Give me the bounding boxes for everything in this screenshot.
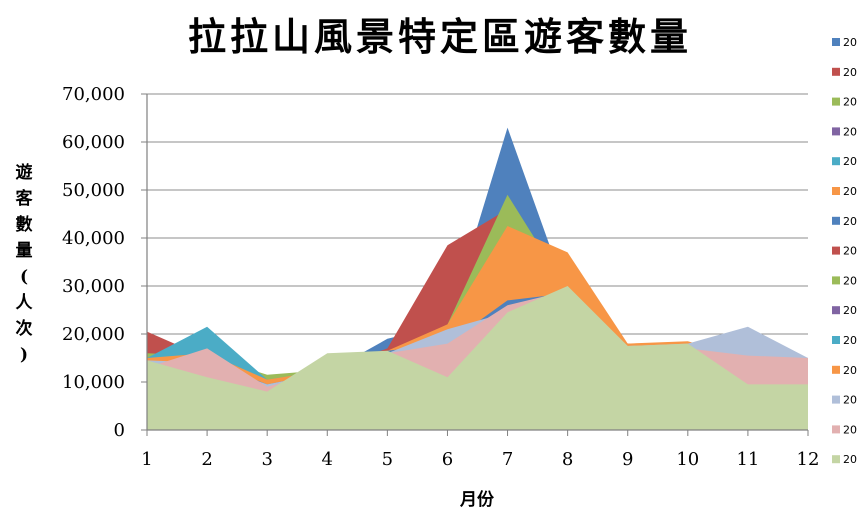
legend-entry-label: 20 xyxy=(843,125,857,138)
x-tick-label: 12 xyxy=(797,449,820,470)
legend-entry-label: 20 xyxy=(843,36,857,49)
x-tick-label: 11 xyxy=(736,449,759,470)
x-tick-label: 6 xyxy=(442,449,453,470)
legend-swatch xyxy=(832,276,840,285)
x-axis-label: 月份 xyxy=(459,489,495,510)
y-axis-label-char: ) xyxy=(20,345,28,365)
legend-entry-label: 20 xyxy=(843,215,857,228)
legend: 20 20 20 20 20 20 20 20 20 20 20 20 20 20 20 xyxy=(832,36,857,466)
x-tick-label: 7 xyxy=(502,449,513,470)
y-tick-label: 10,000 xyxy=(62,372,125,393)
x-tick-label: 4 xyxy=(322,449,333,470)
legend-swatch xyxy=(832,216,840,225)
y-axis-label-char: 次 xyxy=(16,318,33,339)
x-tick-label: 10 xyxy=(676,449,699,470)
legend-entry-label: 20 xyxy=(843,334,857,347)
legend-swatch xyxy=(832,455,840,464)
legend-swatch xyxy=(832,97,840,106)
x-tick-label: 5 xyxy=(382,449,393,470)
chart-title: 拉拉山風景特定區遊客數量 xyxy=(188,14,692,59)
legend-swatch xyxy=(832,246,840,255)
y-axis-label-char: 量 xyxy=(16,240,33,261)
legend-entry-label: 20 xyxy=(843,66,857,79)
x-tick-label: 2 xyxy=(201,449,212,470)
legend-entry-label: 20 xyxy=(843,364,857,377)
y-tick-label: 20,000 xyxy=(62,324,125,345)
y-axis-label-char: 遊 xyxy=(16,162,33,183)
x-tick-label: 8 xyxy=(562,449,573,470)
legend-swatch xyxy=(832,187,840,195)
axes: 0 10,000 20,000 30,000 40,000 50,000 60,000 70,… xyxy=(62,84,819,470)
legend-entry-label: 20 xyxy=(843,155,857,168)
y-tick-label: 70,000 xyxy=(62,84,125,105)
legend-entry-label: 20 xyxy=(843,423,857,436)
y-tick-label: 0 xyxy=(114,420,125,441)
legend-entry-label: 20 xyxy=(843,185,857,198)
legend-entry-label: 20 xyxy=(843,96,857,109)
y-tick-label: 30,000 xyxy=(62,276,125,297)
legend-swatch xyxy=(832,395,840,404)
y-tick-label: 40,000 xyxy=(62,228,125,249)
legend-swatch xyxy=(832,306,840,315)
legend-swatch xyxy=(832,157,840,166)
y-axis-label-char: 人 xyxy=(16,293,34,313)
y-axis-label-char: 客 xyxy=(15,188,34,209)
x-tick-label: 3 xyxy=(261,449,272,470)
legend-entry-label: 20 xyxy=(843,304,857,317)
x-tick-label: 1 xyxy=(141,449,152,470)
x-tick-label: 9 xyxy=(622,449,633,470)
y-axis-label: 遊客數量 ( 人次) xyxy=(15,162,34,365)
legend-entry-label: 20 xyxy=(843,245,857,258)
legend-entry-label: 20 xyxy=(843,394,857,407)
series-area xyxy=(147,286,808,430)
y-tick-label: 60,000 xyxy=(62,132,125,153)
legend-swatch xyxy=(832,38,840,46)
legend-entry-label: 20 xyxy=(843,274,857,287)
series-areas xyxy=(147,127,808,430)
y-axis-label-char: 數 xyxy=(16,214,33,235)
legend-swatch xyxy=(832,425,840,434)
legend-swatch xyxy=(832,127,840,136)
legend-swatch xyxy=(832,365,840,374)
legend-swatch xyxy=(832,67,840,76)
y-tick-label: 50,000 xyxy=(62,180,125,201)
legend-swatch xyxy=(832,336,840,344)
legend-entry-label: 20 xyxy=(843,453,857,466)
y-axis-label-char: ( xyxy=(20,267,28,287)
